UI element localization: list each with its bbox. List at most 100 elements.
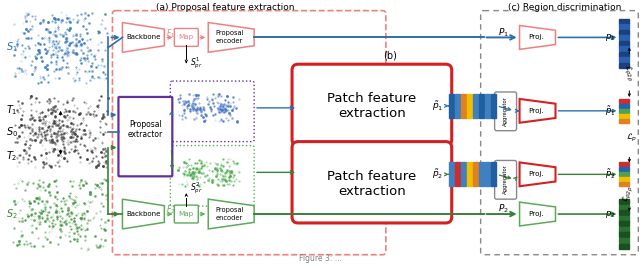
FancyBboxPatch shape — [174, 28, 198, 46]
Text: Patch feature: Patch feature — [327, 170, 417, 183]
Bar — [620, 109, 629, 113]
Text: $F_1$: $F_1$ — [166, 27, 175, 40]
Text: $P_2$: $P_2$ — [498, 203, 508, 215]
Bar — [620, 104, 629, 108]
Bar — [620, 244, 629, 249]
Polygon shape — [122, 23, 164, 52]
Bar — [479, 162, 484, 186]
Bar — [620, 167, 629, 171]
Text: Map: Map — [179, 34, 194, 40]
Bar — [484, 94, 490, 118]
Bar — [620, 63, 629, 68]
Bar — [473, 94, 477, 118]
Polygon shape — [208, 199, 254, 229]
Text: Proposal: Proposal — [215, 207, 243, 213]
Bar — [620, 114, 629, 118]
Text: $T_2$: $T_2$ — [6, 149, 17, 164]
Text: $\tilde{p}_1$: $\tilde{p}_1$ — [433, 99, 444, 113]
FancyBboxPatch shape — [292, 142, 452, 223]
FancyBboxPatch shape — [118, 97, 172, 176]
Text: Aggregator: Aggregator — [503, 96, 508, 126]
Bar — [620, 119, 629, 123]
Text: Proposal: Proposal — [215, 30, 243, 37]
Bar — [620, 162, 629, 166]
Text: $p_2$: $p_2$ — [605, 209, 615, 219]
Bar — [620, 177, 629, 181]
Bar — [473, 162, 477, 186]
Bar — [454, 162, 460, 186]
Bar — [620, 19, 629, 24]
Bar — [620, 46, 629, 51]
Polygon shape — [520, 25, 556, 49]
Text: Backbone: Backbone — [126, 34, 161, 40]
Text: Backbone: Backbone — [126, 211, 161, 217]
Text: Map: Map — [179, 211, 194, 217]
Text: Aggregator: Aggregator — [503, 164, 508, 194]
Bar — [461, 94, 466, 118]
Bar — [449, 94, 454, 118]
Bar — [620, 232, 629, 237]
Polygon shape — [208, 23, 254, 52]
Text: $T_1$: $T_1$ — [6, 103, 17, 117]
Bar — [467, 162, 472, 186]
FancyBboxPatch shape — [495, 160, 516, 199]
Text: $S_2$: $S_2$ — [6, 207, 17, 221]
Text: $\mathcal{L}_{p}$: $\mathcal{L}_{p}$ — [626, 132, 637, 144]
FancyBboxPatch shape — [170, 145, 254, 206]
Text: encoder: encoder — [216, 215, 243, 221]
FancyBboxPatch shape — [174, 205, 198, 223]
Text: (a) Proposal feature extraction: (a) Proposal feature extraction — [156, 3, 294, 12]
Bar — [620, 41, 629, 46]
Bar — [454, 94, 460, 118]
Bar — [620, 30, 629, 35]
Bar — [620, 221, 629, 226]
Bar — [620, 199, 629, 204]
Text: $S^2_{pr}$: $S^2_{pr}$ — [190, 180, 203, 196]
Bar — [620, 24, 629, 29]
Text: $F_2$: $F_2$ — [166, 204, 175, 216]
Text: extraction: extraction — [338, 107, 406, 120]
Polygon shape — [520, 162, 556, 186]
Bar — [491, 162, 495, 186]
Bar — [491, 94, 495, 118]
Text: $p_1$: $p_1$ — [605, 32, 615, 43]
Text: encoder: encoder — [216, 38, 243, 44]
Text: $\mathcal{L}_{p2p}$: $\mathcal{L}_{p2p}$ — [620, 63, 636, 83]
Bar — [620, 35, 629, 40]
Bar — [620, 52, 629, 57]
Text: (b): (b) — [383, 50, 397, 60]
Bar — [467, 94, 472, 118]
Text: Patch feature: Patch feature — [327, 92, 417, 105]
Polygon shape — [520, 99, 556, 123]
Bar — [620, 238, 629, 243]
Text: $\tilde{p}_1$: $\tilde{p}_1$ — [605, 104, 615, 118]
Text: Figure 3: ...: Figure 3: ... — [299, 254, 341, 263]
Text: $S^1_{pr}$: $S^1_{pr}$ — [190, 55, 203, 71]
Bar — [620, 58, 629, 63]
Bar — [461, 162, 466, 186]
Text: $\mathcal{L}_{p2p}$: $\mathcal{L}_{p2p}$ — [620, 184, 636, 204]
Bar — [620, 216, 629, 221]
Text: $S_0$: $S_0$ — [6, 125, 18, 139]
Text: Proj.: Proj. — [529, 108, 545, 114]
Text: $P_1$: $P_1$ — [498, 26, 509, 39]
Text: $S_1$: $S_1$ — [6, 41, 17, 54]
FancyBboxPatch shape — [292, 64, 452, 145]
Bar — [620, 182, 629, 186]
Text: $\tilde{p}_2$: $\tilde{p}_2$ — [605, 167, 615, 181]
FancyBboxPatch shape — [170, 81, 254, 142]
Text: Proj.: Proj. — [529, 171, 545, 177]
Text: Proposal
extractor: Proposal extractor — [128, 120, 163, 139]
Bar — [484, 162, 490, 186]
Text: extraction: extraction — [338, 185, 406, 198]
Bar — [620, 205, 629, 210]
Text: Proj.: Proj. — [529, 34, 545, 40]
Text: (c) Region discrimination: (c) Region discrimination — [508, 3, 621, 12]
Bar — [479, 94, 484, 118]
Bar — [620, 227, 629, 232]
Bar — [449, 162, 454, 186]
Polygon shape — [520, 202, 556, 226]
Bar — [620, 99, 629, 103]
FancyBboxPatch shape — [495, 92, 516, 131]
Text: Proj.: Proj. — [529, 211, 545, 217]
